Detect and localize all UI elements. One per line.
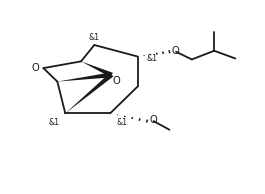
Text: O: O: [149, 115, 157, 126]
Text: O: O: [171, 46, 179, 56]
Text: &1: &1: [49, 118, 60, 126]
Text: &1: &1: [117, 118, 128, 127]
Polygon shape: [57, 72, 112, 82]
Text: O: O: [32, 63, 39, 73]
Polygon shape: [81, 61, 113, 77]
Text: &1: &1: [89, 33, 100, 42]
Text: O: O: [113, 76, 121, 86]
Text: &1: &1: [147, 54, 158, 63]
Polygon shape: [65, 74, 114, 113]
